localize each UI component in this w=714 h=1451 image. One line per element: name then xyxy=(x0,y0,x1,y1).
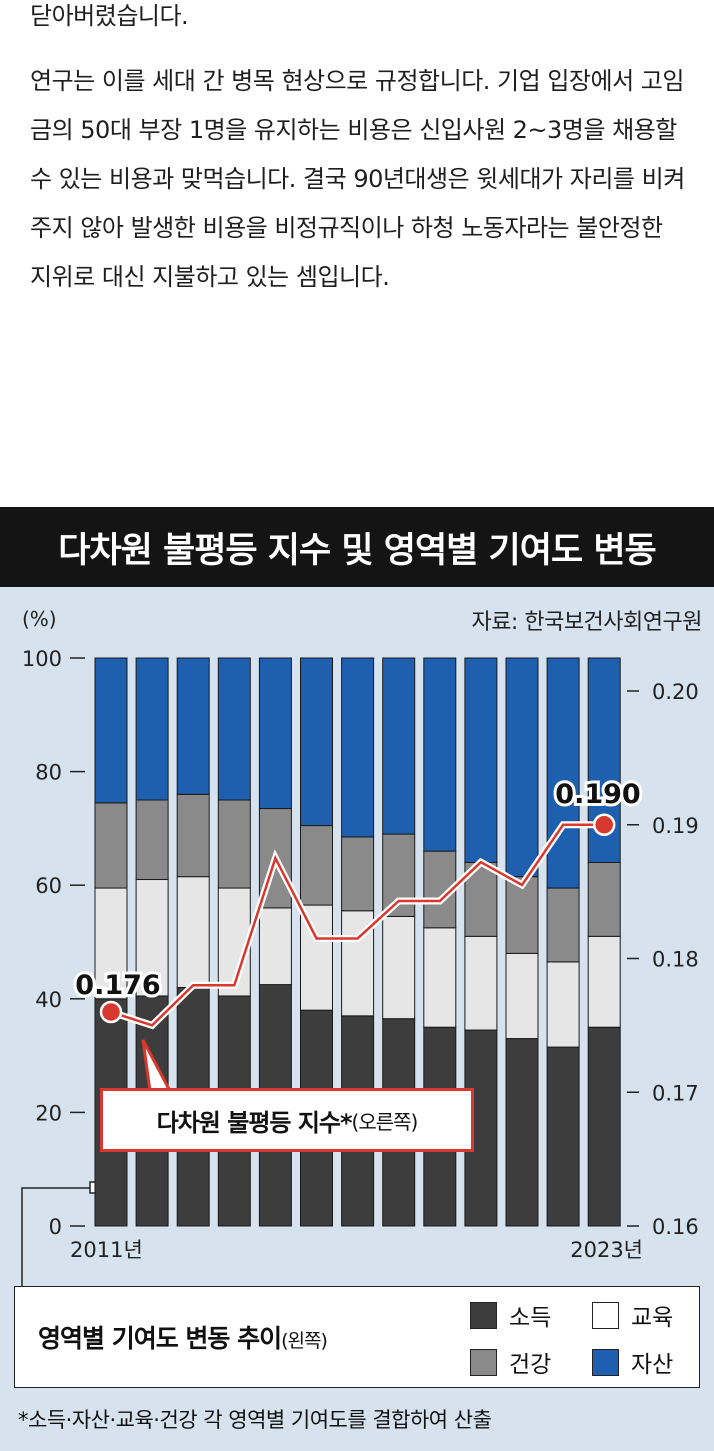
left-tick-label: 100 xyxy=(22,647,62,671)
bar-segment-asset xyxy=(258,657,292,810)
left-axis-unit: (%) xyxy=(22,607,57,631)
bar-segment-asset xyxy=(217,657,251,801)
bar-segment-education xyxy=(587,935,621,1028)
legend-swatch-health xyxy=(470,1348,497,1376)
right-tick-label: 0.18 xyxy=(652,948,699,972)
bar-segment-health xyxy=(300,825,333,906)
bar-segment-education xyxy=(546,961,580,1048)
bar-segment-income xyxy=(546,1046,580,1227)
index-callout: 다차원 불평등 지수* (오른쪽) xyxy=(100,1088,474,1152)
chart-source: 자료: 한국보건사회연구원 xyxy=(471,610,702,635)
bar-segment-asset xyxy=(505,657,539,878)
bar-segment-health xyxy=(341,836,375,912)
index-label-end: 0.190 xyxy=(555,779,640,810)
legend-swatch-asset xyxy=(592,1348,619,1376)
bar-segment-asset xyxy=(135,657,169,801)
bar-segment-health xyxy=(135,799,169,881)
legend-label-education: 교육 xyxy=(631,1305,674,1331)
left-tick-label: 60 xyxy=(35,874,62,898)
legend-title-main: 영역별 기여도 변동 추이 xyxy=(38,1324,282,1353)
callout-sub: (오른쪽) xyxy=(351,1109,419,1134)
bar-segment-health xyxy=(546,887,580,963)
bar-segment-health xyxy=(176,793,210,878)
bar-segment-asset xyxy=(176,657,210,795)
bar-segment-education xyxy=(505,952,539,1040)
callout-main: 다차원 불평등 지수* xyxy=(156,1108,353,1137)
bar-segment-health xyxy=(587,861,621,937)
legend-item-income: 소득 xyxy=(470,1298,551,1332)
index-point-start xyxy=(99,1000,123,1024)
left-tick-label: 0 xyxy=(49,1215,62,1239)
legend-title-sub: (왼쪽) xyxy=(281,1330,328,1352)
legend-item-asset: 자산 xyxy=(592,1345,673,1379)
right-tick-label: 0.19 xyxy=(652,814,699,838)
chart-axes: (%) 100 80 60 40 20 0 0.20 0.19 0.18 0.17 0.16 2011년… xyxy=(21,607,699,1286)
x-label-first: 2011년 xyxy=(70,1238,143,1262)
legend-swatch-education xyxy=(592,1301,619,1329)
bar-segment-income xyxy=(587,1026,621,1227)
bar-segment-education xyxy=(94,887,128,1000)
index-label-start: 0.176 xyxy=(75,970,160,1001)
bar-segment-health xyxy=(505,876,539,954)
bar-segment-asset xyxy=(423,657,457,852)
left-tick-label: 80 xyxy=(35,761,62,785)
legend-item-education: 교육 xyxy=(592,1298,673,1332)
legend-connector xyxy=(21,1187,96,1286)
bar-segment-education xyxy=(464,935,498,1031)
legend-title: 영역별 기여도 변동 추이(왼쪽) xyxy=(38,1319,328,1355)
bar-segment-health xyxy=(94,802,128,889)
index-label-start-halo: 0.176 xyxy=(75,970,160,1001)
index-label-end-halo: 0.190 xyxy=(555,779,640,810)
index-line-path xyxy=(110,823,605,1027)
bar-segment-education xyxy=(135,879,169,997)
stacked-bar-chart: (%) 100 80 60 40 20 0 0.20 0.19 0.18 0.17 0.16 2011년… xyxy=(21,607,699,1286)
index-point-end xyxy=(592,813,616,836)
bar-segment-education xyxy=(423,927,457,1028)
chart-title: 다차원 불평등 지수 및 영역별 기여도 변동 xyxy=(0,507,714,587)
bar-segment-asset xyxy=(300,657,333,827)
right-tick-label: 0.17 xyxy=(652,1081,699,1105)
bar-segment-income xyxy=(505,1038,539,1227)
article-line-top: 닫아버렸습니다. xyxy=(30,2,189,30)
right-tick-label: 0.20 xyxy=(652,680,699,704)
legend-box xyxy=(14,1286,700,1388)
left-tick-label: 40 xyxy=(35,988,62,1012)
legend-label-asset: 자산 xyxy=(631,1352,674,1378)
bar-segment-asset xyxy=(382,657,416,835)
right-tick-label: 0.16 xyxy=(652,1215,699,1239)
left-tick-label: 20 xyxy=(35,1101,62,1125)
article-paragraph: 연구는 이를 세대 간 병목 현상으로 규정합니다. 기업 입장에서 고임금의 … xyxy=(30,67,685,291)
bar-segment-education xyxy=(258,907,292,986)
bar-segment-education xyxy=(176,876,210,988)
chart-bars xyxy=(94,657,621,1227)
bar-segment-asset xyxy=(546,657,580,889)
bar-segment-asset xyxy=(464,657,498,863)
bar-segment-asset xyxy=(341,657,375,838)
legend-label-income: 소득 xyxy=(509,1305,552,1331)
bar-segment-asset xyxy=(94,657,128,804)
bar-segment-education xyxy=(341,910,375,1017)
bar-segment-health xyxy=(217,799,251,889)
x-label-last: 2023년 xyxy=(570,1238,643,1262)
legend-swatch-income xyxy=(470,1301,497,1329)
bar-segment-education xyxy=(382,915,416,1020)
legend-item-health: 건강 xyxy=(470,1345,551,1379)
footnote: *소득·자산·교육·건강 각 영역별 기여도를 결합하여 산출 xyxy=(18,1408,492,1432)
legend-label-health: 건강 xyxy=(509,1352,552,1378)
